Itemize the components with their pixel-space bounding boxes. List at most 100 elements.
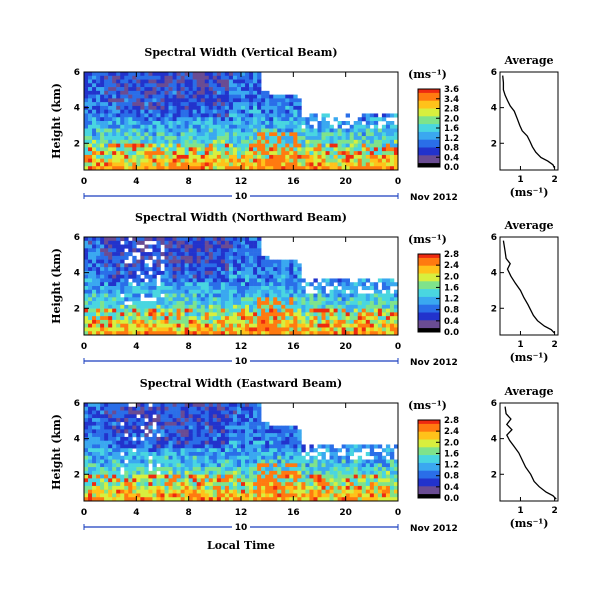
heatmap-cell xyxy=(245,248,250,253)
heatmap-cell xyxy=(329,166,334,171)
heatmap-cell xyxy=(393,308,399,313)
heatmap-cell xyxy=(236,440,242,445)
heatmap-cell xyxy=(361,331,367,336)
heatmap-cell xyxy=(261,259,266,264)
heatmap-cell xyxy=(208,467,214,472)
heatmap-cell xyxy=(277,297,282,302)
colorbar-swatch xyxy=(418,90,440,94)
heatmap-cell xyxy=(321,154,326,159)
heatmap-cell xyxy=(212,143,218,148)
heatmap-cell xyxy=(172,282,177,287)
heatmap-cell xyxy=(245,497,250,502)
heatmap-cell xyxy=(140,83,145,88)
heatmap-cell xyxy=(156,485,161,490)
heatmap-cell xyxy=(309,117,314,122)
heatmap-cell xyxy=(176,87,181,92)
heatmap-cell xyxy=(168,255,173,260)
heatmap-cell xyxy=(289,467,294,472)
heatmap-cell xyxy=(253,270,258,275)
heatmap-cell xyxy=(84,414,89,419)
heatmap-cell xyxy=(88,459,93,464)
heatmap-cell xyxy=(188,154,193,159)
heatmap-cell xyxy=(333,166,338,171)
heatmap-cell xyxy=(116,323,121,328)
heatmap-cell xyxy=(321,166,326,171)
heatmap-cell xyxy=(104,436,109,441)
heatmap-cell xyxy=(224,240,230,245)
heatmap-cell xyxy=(148,470,153,475)
colorbar-tick-label: 0.8 xyxy=(444,144,459,154)
heatmap-cell xyxy=(216,286,222,291)
heatmap-cell xyxy=(148,406,153,411)
heatmap-cell xyxy=(116,124,121,129)
heatmap-cell xyxy=(116,102,121,107)
heatmap-cell xyxy=(136,113,141,118)
heatmap-cell xyxy=(132,425,137,430)
heatmap-cell xyxy=(216,436,222,441)
heatmap-cell xyxy=(305,297,310,302)
heatmap-cell xyxy=(228,444,234,449)
heatmap-cell xyxy=(152,121,157,126)
heatmap-cell xyxy=(249,403,254,408)
heatmap-cell xyxy=(88,121,93,126)
colorbar-swatch xyxy=(418,298,440,302)
heatmap-cell xyxy=(144,139,149,144)
heatmap-cell xyxy=(285,136,290,141)
heatmap-cell xyxy=(84,323,89,328)
heatmap-cell xyxy=(176,459,181,464)
heatmap-cell xyxy=(361,117,367,122)
heatmap-cell xyxy=(188,72,193,77)
heatmap-cell xyxy=(285,274,290,279)
heatmap-cell xyxy=(112,467,117,472)
heatmap-cell xyxy=(381,312,387,317)
heatmap-cell xyxy=(128,113,133,118)
heatmap-cell xyxy=(232,436,238,441)
heatmap-cell xyxy=(297,293,302,298)
heatmap-cell xyxy=(232,117,238,122)
heatmap-cell xyxy=(325,136,330,141)
heatmap-cell xyxy=(188,139,193,144)
heatmap-cell xyxy=(152,293,157,298)
heatmap-cell xyxy=(345,448,350,453)
heatmap-cell xyxy=(184,79,189,84)
heatmap-cell xyxy=(196,267,202,272)
heatmap-cell xyxy=(128,436,133,441)
heatmap-cell xyxy=(192,452,198,457)
heatmap-cell xyxy=(377,293,383,298)
heatmap-cell xyxy=(212,259,218,264)
heatmap-cell xyxy=(289,147,294,152)
heatmap-cell xyxy=(293,147,298,152)
colorbar-swatch xyxy=(418,289,440,292)
colorbar-swatch xyxy=(418,302,440,306)
heatmap-cell xyxy=(321,113,326,118)
heatmap-cell xyxy=(281,312,286,317)
heatmap-cell xyxy=(128,252,133,257)
heatmap-cell xyxy=(293,493,298,498)
heatmap-cell xyxy=(317,459,322,464)
heatmap-cell xyxy=(313,132,318,137)
heatmap-cell xyxy=(220,478,226,483)
heatmap-cell xyxy=(200,139,206,144)
heatmap-cell xyxy=(88,263,93,268)
heatmap-cell xyxy=(144,244,149,249)
heatmap-cell xyxy=(176,444,181,449)
heatmap-cell xyxy=(361,323,367,328)
heatmap-cell xyxy=(232,308,238,313)
heatmap-cell xyxy=(124,132,129,137)
heatmap-cell xyxy=(128,132,133,137)
heatmap-cell xyxy=(136,316,141,321)
heatmap-cell xyxy=(88,452,93,457)
heatmap-cell xyxy=(289,113,294,118)
heatmap-cell xyxy=(116,327,121,332)
heatmap-cell xyxy=(212,327,218,332)
heatmap-cell xyxy=(208,128,214,133)
heatmap-cell xyxy=(200,282,206,287)
heatmap-cell xyxy=(329,278,334,283)
heatmap-cell xyxy=(257,237,262,242)
heatmap-cell xyxy=(236,470,242,475)
heatmap-cell xyxy=(204,403,210,408)
heatmap-cell xyxy=(176,109,181,114)
heatmap-cell xyxy=(228,121,234,126)
heatmap-cell xyxy=(357,121,363,126)
heatmap-cell xyxy=(241,297,246,302)
